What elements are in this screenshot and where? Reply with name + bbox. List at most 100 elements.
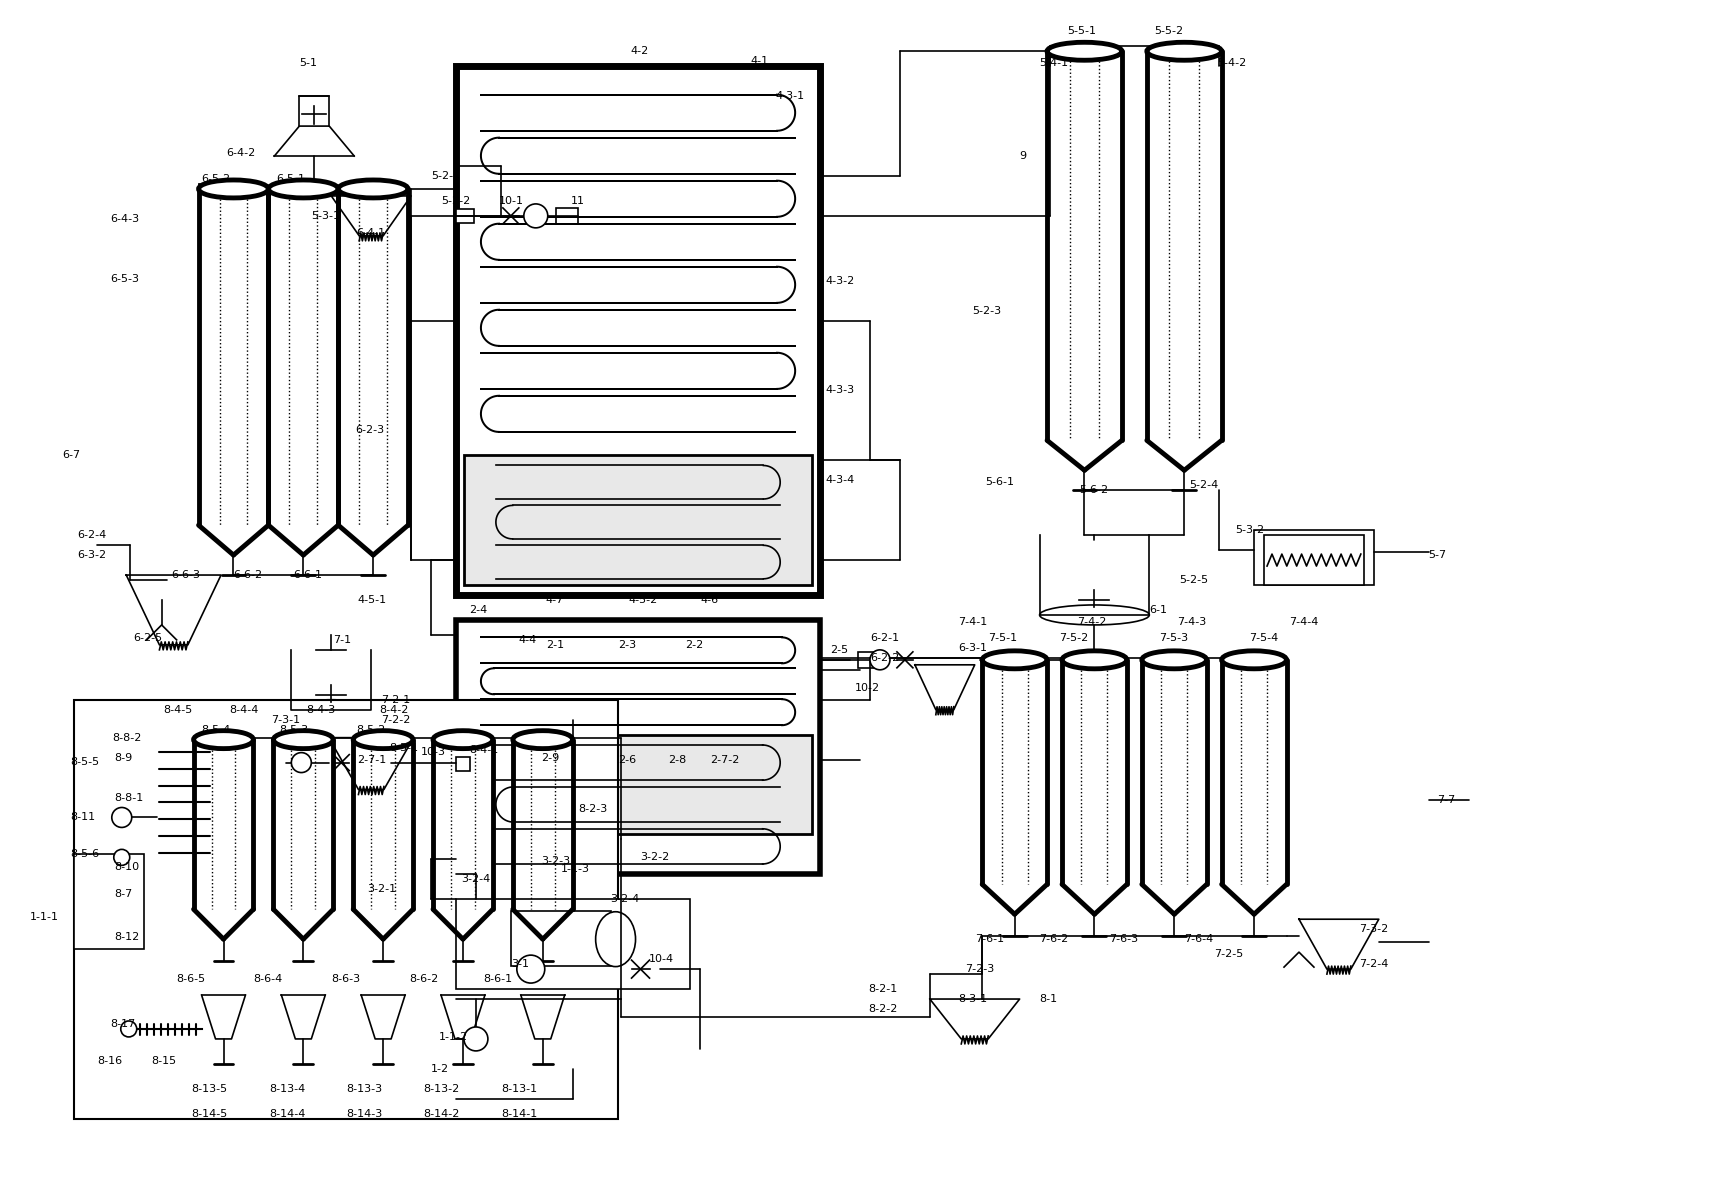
Text: 5-5-2: 5-5-2 [1154, 26, 1183, 36]
Bar [456, 757, 469, 771]
Text: 8-17: 8-17 [109, 1019, 135, 1029]
Text: 8-5-3: 8-5-3 [279, 725, 308, 734]
Text: 7-6-3: 7-6-3 [1108, 935, 1138, 944]
Text: 8-13-3: 8-13-3 [346, 1084, 383, 1093]
Text: 4-7: 4-7 [546, 594, 563, 605]
Text: 8-4-2: 8-4-2 [379, 705, 409, 714]
Text: 4-3-3: 4-3-3 [824, 386, 854, 395]
Bar [456, 66, 819, 596]
Text: 8-8-1: 8-8-1 [114, 792, 144, 803]
Text: 8-6-1: 8-6-1 [483, 975, 511, 984]
Text: 7-6-4: 7-6-4 [1183, 935, 1212, 944]
Text: 8-2-3: 8-2-3 [578, 804, 608, 814]
Text: 7-6-1: 7-6-1 [973, 935, 1003, 944]
Text: 3-1: 3-1 [511, 959, 528, 969]
Text: 5-6-2: 5-6-2 [1079, 485, 1108, 496]
Text: 3-2-2: 3-2-2 [641, 852, 669, 863]
Bar [464, 455, 812, 585]
Text: 6-3-1: 6-3-1 [958, 643, 986, 653]
Text: 4-6: 4-6 [700, 594, 719, 605]
Text: 6-6-1: 6-6-1 [293, 570, 322, 580]
Text: 4-4: 4-4 [518, 634, 537, 645]
Circle shape [523, 204, 547, 228]
Text: 4-3-1: 4-3-1 [774, 91, 804, 101]
Text: 5-2-2: 5-2-2 [440, 195, 469, 206]
Circle shape [516, 955, 544, 983]
Bar [857, 652, 875, 667]
Circle shape [114, 850, 130, 865]
Text: 2-3: 2-3 [618, 640, 636, 650]
Text: 8-13-2: 8-13-2 [423, 1084, 459, 1093]
Text: 4-3-4: 4-3-4 [824, 476, 854, 485]
Text: 5-2-1: 5-2-1 [431, 171, 461, 181]
Bar [156, 747, 211, 877]
Text: 8-9: 8-9 [114, 752, 132, 763]
Text: 8-13-4: 8-13-4 [268, 1084, 305, 1093]
Text: 5-2-3: 5-2-3 [972, 306, 1001, 315]
Text: 8-4-5: 8-4-5 [163, 705, 192, 714]
Text: 6-4-1: 6-4-1 [357, 228, 385, 238]
Text: 6-4-2: 6-4-2 [227, 148, 256, 158]
Text: 8-4-4: 8-4-4 [229, 705, 258, 714]
Text: 8-10: 8-10 [114, 863, 139, 872]
Bar [74, 855, 144, 949]
Text: 7-1: 7-1 [333, 634, 352, 645]
Text: 7-6-2: 7-6-2 [1039, 935, 1069, 944]
Text: 8-2-1: 8-2-1 [868, 984, 897, 995]
Text: 5-3-2: 5-3-2 [1235, 525, 1263, 536]
Text: 6-5-2: 6-5-2 [201, 174, 230, 184]
Bar [74, 700, 617, 1119]
Text: 4-1: 4-1 [750, 56, 767, 66]
Text: 1-1-1: 1-1-1 [29, 912, 59, 923]
Text: 4-5-2: 4-5-2 [629, 594, 658, 605]
Text: 1-1-2: 1-1-2 [438, 1032, 468, 1042]
Text: 2-9: 2-9 [540, 752, 559, 763]
Text: 6-2-5: 6-2-5 [133, 633, 163, 643]
Text: 7-4-3: 7-4-3 [1176, 617, 1205, 627]
Text: 8-11: 8-11 [69, 812, 95, 823]
Text: 5-4-2: 5-4-2 [1216, 58, 1245, 68]
Text: 6-2-4: 6-2-4 [76, 530, 106, 540]
Ellipse shape [338, 180, 407, 198]
Text: 5-3-1: 5-3-1 [312, 211, 339, 221]
Text: 7-3-1: 7-3-1 [272, 714, 300, 725]
Text: 8-5-1: 8-5-1 [390, 743, 417, 752]
Text: 8-6-5: 8-6-5 [177, 975, 206, 984]
Ellipse shape [268, 180, 338, 198]
Text: 7-2-4: 7-2-4 [1358, 959, 1387, 969]
Text: 6-2-1: 6-2-1 [869, 633, 899, 643]
Ellipse shape [1141, 651, 1205, 669]
Ellipse shape [199, 180, 268, 198]
Text: 2-1: 2-1 [546, 640, 563, 650]
Text: 7-5-3: 7-5-3 [1159, 633, 1188, 643]
Text: 5-7: 5-7 [1427, 550, 1446, 560]
Text: 8-5-5: 8-5-5 [69, 757, 99, 766]
Text: 6-3-2: 6-3-2 [76, 550, 106, 560]
Text: 7-4-1: 7-4-1 [958, 617, 987, 627]
Text: 3-2-4: 3-2-4 [610, 895, 639, 904]
Text: 7-2-2: 7-2-2 [381, 714, 410, 725]
Text: 8-14-4: 8-14-4 [268, 1109, 305, 1119]
Text: 8-14-1: 8-14-1 [501, 1109, 537, 1119]
Text: 7-4-4: 7-4-4 [1289, 617, 1318, 627]
Text: 6-2-3: 6-2-3 [355, 425, 385, 435]
Text: 4-3-2: 4-3-2 [824, 275, 854, 286]
Text: 7-2-3: 7-2-3 [965, 964, 994, 975]
Text: 8-3-1: 8-3-1 [958, 995, 986, 1004]
Text: 7-4-2: 7-4-2 [1077, 617, 1107, 627]
Text: 4-2: 4-2 [630, 46, 648, 56]
Bar [511, 911, 610, 966]
Ellipse shape [1062, 651, 1126, 669]
Text: 8-14-3: 8-14-3 [346, 1109, 383, 1119]
Text: 2-8: 2-8 [669, 754, 686, 765]
Text: 6-6-3: 6-6-3 [171, 570, 201, 580]
Text: 8-2-2: 8-2-2 [868, 1004, 897, 1015]
Bar [456, 208, 473, 222]
Text: 10-4: 10-4 [648, 955, 674, 964]
Text: 3-2-4: 3-2-4 [461, 875, 490, 884]
Text: 9: 9 [1018, 151, 1025, 161]
Text: 6-5-3: 6-5-3 [109, 274, 139, 284]
Circle shape [113, 807, 132, 827]
Text: 5-1: 5-1 [300, 58, 317, 68]
Text: 5-2-5: 5-2-5 [1178, 576, 1207, 585]
